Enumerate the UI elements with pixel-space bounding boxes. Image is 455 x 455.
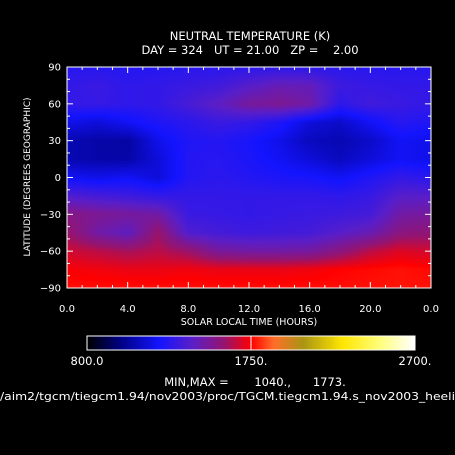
heatmap-plot	[67, 67, 431, 288]
x-tick-label: 20.0	[359, 304, 381, 315]
chart-title: NEUTRAL TEMPERATURE (K)	[170, 29, 331, 43]
file-path-text: /aim2/tgcm/tiegcm1.94/nov2003/proc/TGCM.…	[0, 390, 455, 403]
x-tick-label: 0.0	[59, 304, 75, 315]
x-tick-labels: 0.0 4.0 8.0 12.0 16.0 20.0 0.0	[59, 304, 439, 315]
y-tick-label: 30	[48, 136, 61, 147]
colorbar-mid-label: 1750.	[235, 354, 268, 368]
axis-ticks	[66, 66, 432, 289]
chart-subtitle: DAY = 324 UT = 21.00 ZP = 2.00	[141, 43, 358, 57]
x-tick-label: 16.0	[299, 304, 321, 315]
x-tick-label: 0.0	[423, 304, 439, 315]
y-tick-label: 60	[48, 99, 61, 110]
y-tick-label: −30	[40, 210, 61, 221]
y-axis-label: LATITUDE (DEGREES GEOGRAPHIC)	[23, 97, 33, 256]
x-tick-label: 8.0	[180, 304, 196, 315]
y-tick-label: 90	[48, 63, 61, 74]
y-tick-label: −60	[40, 247, 61, 258]
minmax-text: MIN,MAX = 1040., 1773.	[164, 375, 346, 389]
colorbar-max-label: 2700.	[399, 354, 432, 368]
y-tick-label: −90	[40, 284, 61, 295]
colorbar-min-label: 800.0	[71, 354, 104, 368]
x-tick-label: 4.0	[120, 304, 136, 315]
y-tick-labels: 90 60 30 0 −30 −60 −90	[40, 63, 61, 295]
x-tick-label: 12.0	[238, 304, 260, 315]
y-tick-label: 0	[55, 173, 61, 184]
x-axis-label: SOLAR LOCAL TIME (HOURS)	[181, 317, 317, 328]
